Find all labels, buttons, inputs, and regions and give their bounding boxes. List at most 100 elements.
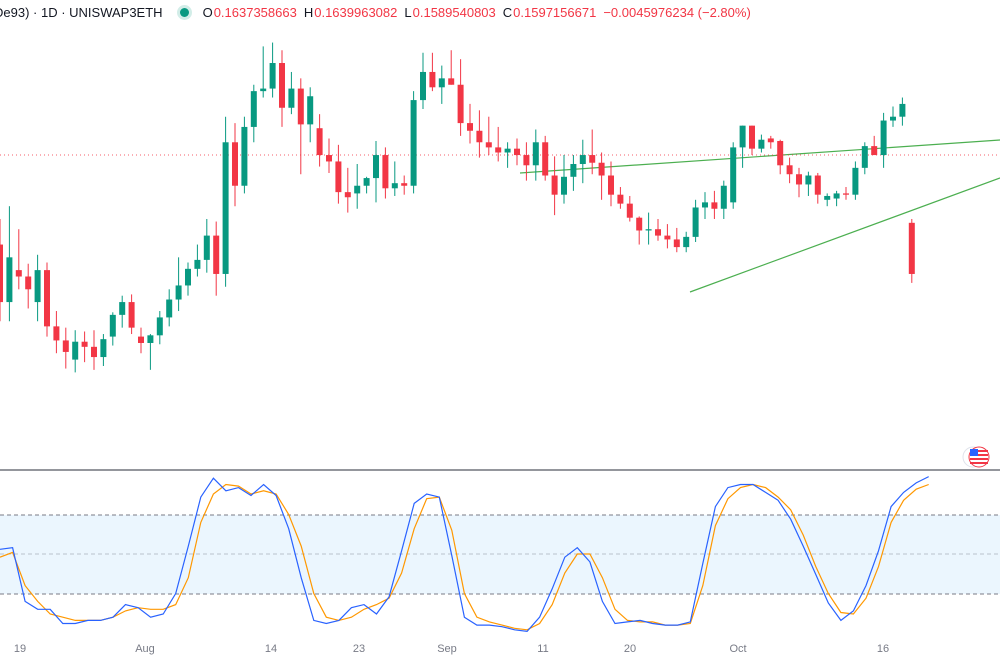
candle-body[interactable]	[692, 207, 699, 237]
candle-body[interactable]	[34, 270, 41, 303]
candle-body[interactable]	[598, 162, 605, 176]
candle-body[interactable]	[702, 202, 708, 208]
candle-body[interactable]	[213, 235, 220, 274]
candle-body[interactable]	[175, 285, 182, 300]
candle-body[interactable]	[335, 161, 342, 193]
candle-body[interactable]	[664, 235, 671, 240]
candle-body[interactable]	[589, 155, 596, 163]
candle-body[interactable]	[147, 335, 154, 343]
candle-body[interactable]	[777, 140, 784, 166]
candle-body[interactable]	[25, 276, 32, 290]
candle-body[interactable]	[683, 236, 690, 248]
candle-body[interactable]	[410, 100, 417, 186]
candle-body[interactable]	[730, 147, 737, 203]
candle-body[interactable]	[786, 165, 793, 175]
candle-body[interactable]	[476, 130, 483, 143]
candle-body[interactable]	[890, 116, 896, 121]
candle-body[interactable]	[0, 244, 3, 303]
candle-body[interactable]	[561, 176, 567, 195]
candle-body[interactable]	[391, 183, 398, 189]
candle-body[interactable]	[326, 155, 332, 162]
candle-body[interactable]	[636, 217, 643, 231]
candle-body[interactable]	[156, 317, 163, 336]
candle-body[interactable]	[814, 175, 821, 195]
candle-body[interactable]	[44, 270, 50, 327]
candle-body[interactable]	[871, 146, 878, 156]
candle-body[interactable]	[250, 91, 257, 127]
candle-body[interactable]	[194, 259, 201, 269]
candle-body[interactable]	[203, 235, 210, 260]
candle-body[interactable]	[354, 185, 361, 194]
candle-body[interactable]	[749, 125, 755, 149]
candle-body[interactable]	[448, 78, 455, 85]
candle-body[interactable]	[185, 268, 191, 286]
candle-body[interactable]	[504, 148, 511, 153]
candle-body[interactable]	[880, 120, 887, 156]
candle-body[interactable]	[438, 78, 445, 88]
candle-body[interactable]	[260, 88, 267, 92]
candle-body[interactable]	[100, 339, 107, 358]
candle-body[interactable]	[532, 142, 539, 166]
candle-body[interactable]	[758, 139, 765, 149]
candle-body[interactable]	[805, 175, 812, 185]
candle-body[interactable]	[62, 340, 69, 352]
candle-body[interactable]	[739, 125, 746, 148]
candle-body[interactable]	[6, 257, 13, 303]
candle-body[interactable]	[645, 229, 652, 231]
candle-body[interactable]	[833, 193, 840, 199]
candle-body[interactable]	[297, 88, 304, 125]
candle-body[interactable]	[269, 63, 276, 89]
candle-body[interactable]	[579, 155, 586, 165]
candle-body[interactable]	[852, 167, 859, 195]
lower-trendline[interactable]	[689, 177, 1000, 293]
candle-body[interactable]	[119, 302, 126, 315]
candle-body[interactable]	[222, 142, 229, 274]
candle-body[interactable]	[382, 155, 389, 189]
candle-body[interactable]	[307, 96, 314, 125]
candle-body[interactable]	[232, 142, 238, 186]
candle-body[interactable]	[551, 175, 558, 195]
candle-body[interactable]	[617, 194, 624, 204]
candle-body[interactable]	[166, 299, 173, 318]
candle-body[interactable]	[467, 123, 473, 131]
candle-body[interactable]	[570, 164, 577, 177]
candle-body[interactable]	[429, 71, 436, 88]
candle-body[interactable]	[81, 341, 88, 347]
candle-body[interactable]	[608, 175, 614, 195]
candle-body[interactable]	[363, 178, 370, 186]
candle-body[interactable]	[843, 193, 849, 195]
candle-body[interactable]	[109, 314, 116, 337]
candle-body[interactable]	[128, 302, 135, 328]
candle-body[interactable]	[485, 142, 492, 148]
candle-body[interactable]	[861, 146, 868, 168]
candle-body[interactable]	[542, 142, 549, 176]
candle-body[interactable]	[720, 185, 727, 209]
us-flag-icon[interactable]	[962, 446, 990, 468]
candle-body[interactable]	[344, 192, 351, 198]
candle-body[interactable]	[796, 174, 802, 185]
candle-body[interactable]	[316, 128, 323, 156]
candle-body[interactable]	[457, 84, 464, 124]
candle-body[interactable]	[908, 222, 915, 274]
candle-body[interactable]	[373, 155, 379, 179]
candle-body[interactable]	[15, 270, 22, 277]
candle-body[interactable]	[53, 326, 60, 341]
candle-body[interactable]	[288, 88, 295, 108]
candle-body[interactable]	[899, 103, 906, 117]
candle-body[interactable]	[626, 203, 633, 218]
candle-body[interactable]	[673, 239, 680, 248]
symbol-label[interactable]: De93) · 1D · UNISWAP3ETH	[0, 4, 163, 20]
candle-body[interactable]	[91, 346, 97, 358]
candle-body[interactable]	[514, 148, 520, 156]
candle-body[interactable]	[138, 336, 144, 343]
candle-body[interactable]	[523, 155, 530, 166]
candle-body[interactable]	[241, 126, 248, 186]
candle-body[interactable]	[711, 202, 718, 209]
candle-body[interactable]	[767, 138, 774, 143]
candle-body[interactable]	[420, 71, 426, 101]
candle-body[interactable]	[72, 341, 79, 360]
candle-body[interactable]	[824, 195, 831, 200]
candle-body[interactable]	[401, 183, 408, 186]
candle-body[interactable]	[655, 229, 661, 236]
candle-body[interactable]	[279, 63, 285, 108]
